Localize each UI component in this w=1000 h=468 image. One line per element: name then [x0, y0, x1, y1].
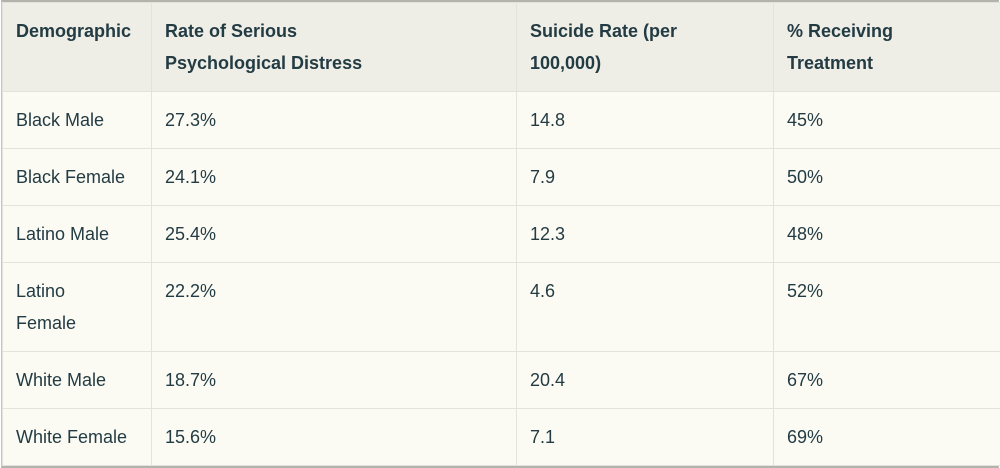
- column-header-treatment-pct: % Receiving Treatment: [774, 3, 1000, 92]
- cell-demographic: White Male: [3, 352, 152, 409]
- column-header-suicide-rate: Suicide Rate (per 100,000): [517, 3, 774, 92]
- table-row: Latino Male 25.4% 12.3 48%: [3, 206, 1000, 263]
- cell-treatment-pct: 52%: [774, 263, 1000, 352]
- cell-distress-rate: 24.1%: [152, 149, 517, 206]
- cell-distress-rate: 18.7%: [152, 352, 517, 409]
- cell-suicide-rate: 20.4: [517, 352, 774, 409]
- cell-distress-rate: 25.4%: [152, 206, 517, 263]
- cell-demographic: Latino Female: [3, 263, 152, 352]
- cell-demographic: Black Female: [3, 149, 152, 206]
- column-header-demographic: Demographic: [3, 3, 152, 92]
- cell-distress-rate: 27.3%: [152, 92, 517, 149]
- header-row: Demographic Rate of Serious Psychologica…: [3, 3, 1000, 92]
- cell-demographic: Black Male: [3, 92, 152, 149]
- cell-treatment-pct: 50%: [774, 149, 1000, 206]
- cell-suicide-rate: 7.1: [517, 409, 774, 466]
- cell-treatment-pct: 69%: [774, 409, 1000, 466]
- cell-treatment-pct: 67%: [774, 352, 1000, 409]
- table-row: Latino Female 22.2% 4.6 52%: [3, 263, 1000, 352]
- table-row: Black Female 24.1% 7.9 50%: [3, 149, 1000, 206]
- cell-suicide-rate: 7.9: [517, 149, 774, 206]
- cell-suicide-rate: 14.8: [517, 92, 774, 149]
- table-row: White Female 15.6% 7.1 69%: [3, 409, 1000, 466]
- table-row: White Male 18.7% 20.4 67%: [3, 352, 1000, 409]
- cell-suicide-rate: 12.3: [517, 206, 774, 263]
- cell-demographic: White Female: [3, 409, 152, 466]
- cell-treatment-pct: 45%: [774, 92, 1000, 149]
- cell-distress-rate: 15.6%: [152, 409, 517, 466]
- cell-demographic: Latino Male: [3, 206, 152, 263]
- column-header-distress-rate: Rate of Serious Psychological Distress: [152, 3, 517, 92]
- cell-treatment-pct: 48%: [774, 206, 1000, 263]
- cell-distress-rate: 22.2%: [152, 263, 517, 352]
- table-row: Black Male 27.3% 14.8 45%: [3, 92, 1000, 149]
- cell-suicide-rate: 4.6: [517, 263, 774, 352]
